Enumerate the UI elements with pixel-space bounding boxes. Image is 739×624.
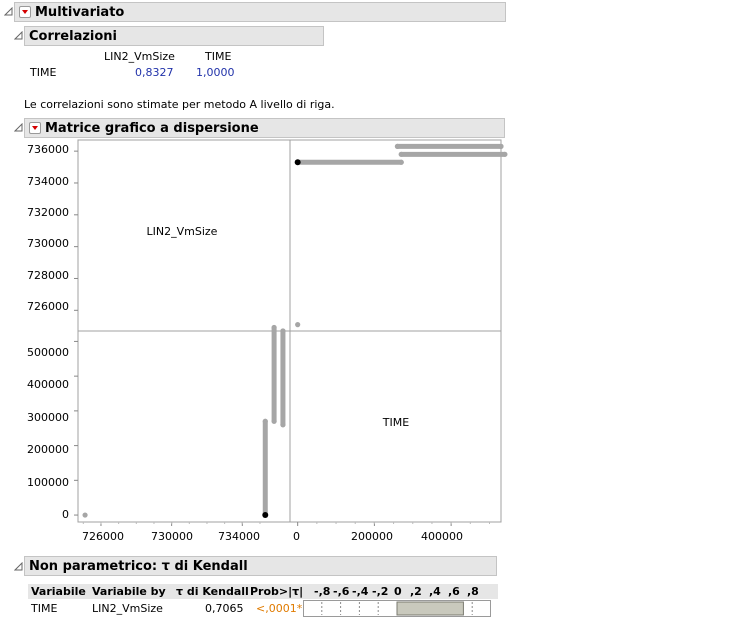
kendall-col-header <box>28 584 498 599</box>
corr-value: 0,8327 <box>135 66 174 79</box>
disclosure-matrix-icon[interactable] <box>13 122 23 132</box>
data-point-top-right <box>394 143 401 149</box>
bar-tick-label: -,8 <box>314 585 331 598</box>
data-point-top-right <box>498 143 504 149</box>
kendall-col-header: τ di Kendall <box>176 585 249 598</box>
red-triangle-menu-icon[interactable] <box>19 6 31 18</box>
tau-bar-chart <box>303 600 491 617</box>
y-tick-label: 734000 <box>27 175 69 188</box>
highlighted-point <box>262 512 269 519</box>
data-point-bottom-left <box>280 422 286 428</box>
bar-tick-label: ,6 <box>448 585 460 598</box>
kendall-tau: 0,7065 <box>205 602 244 615</box>
kendall-title: Non parametrico: τ di Kendall <box>29 559 248 574</box>
kendall-header: Non parametrico: τ di Kendall <box>24 556 497 576</box>
corr-row-label: TIME <box>30 66 57 79</box>
kendall-col-header: Variabile <box>31 585 86 598</box>
bar-tick-label: ,4 <box>429 585 441 598</box>
y-tick-label: 400000 <box>27 378 69 391</box>
corr-value: 1,0000 <box>196 66 235 79</box>
bar-tick-label: -,6 <box>333 585 350 598</box>
x-tick-label: 200000 <box>351 530 393 543</box>
disclosure-kendall-icon[interactable] <box>13 561 23 571</box>
bar-tick-label: 0 <box>394 585 402 598</box>
x-tick-label: 400000 <box>421 530 463 543</box>
y-tick-label: 728000 <box>27 269 69 282</box>
y-tick-label: 736000 <box>27 143 69 156</box>
scatter-matrix-title: Matrice grafico a dispersione <box>45 121 259 136</box>
kendall-col-header: Variabile by <box>92 585 166 598</box>
highlighted-point <box>294 159 301 166</box>
y-tick-label: 200000 <box>27 443 69 456</box>
y-tick-label: 300000 <box>27 411 69 424</box>
bar-tick-label: ,8 <box>467 585 479 598</box>
correlations-note: Le correlazioni sono stimate per metodo … <box>24 98 335 111</box>
tau-bar <box>396 601 464 616</box>
x-tick-label: 734000 <box>218 530 260 543</box>
y-tick-label: 732000 <box>27 206 69 219</box>
data-point-bottom-left <box>271 418 277 424</box>
kendall-prob: <,0001* <box>256 602 303 615</box>
y-tick-label: 0 <box>62 508 69 521</box>
kendall-col-header: Prob>|τ| <box>250 585 304 598</box>
y-tick-label: 500000 <box>27 346 69 359</box>
data-point-top-right <box>295 322 301 328</box>
bar-tick-label: ,2 <box>410 585 422 598</box>
data-point-bottom-left <box>262 418 268 424</box>
multivariate-title: Multivariato <box>35 5 125 20</box>
data-point-top-right <box>502 151 508 157</box>
kendall-variable: TIME <box>31 602 58 615</box>
data-point-top-right <box>398 159 404 165</box>
correlations-title: Correlazioni <box>29 29 118 44</box>
kendall-variable-by: LIN2_VmSize <box>92 602 163 615</box>
scatter-matrix-header: Matrice grafico a dispersione <box>24 118 505 138</box>
diag-label-time: TIME <box>382 416 409 429</box>
bar-tick-label: -,2 <box>372 585 389 598</box>
data-point-bottom-left <box>82 512 88 518</box>
x-tick-label: 726000 <box>82 530 124 543</box>
diag-label-lin2: LIN2_VmSize <box>147 225 218 238</box>
y-tick-label: 726000 <box>27 300 69 313</box>
disclosure-multivariato-icon[interactable] <box>3 6 13 16</box>
x-tick-label: 0 <box>293 530 300 543</box>
data-point-bottom-left <box>280 328 286 334</box>
corr-col-header: LIN2_VmSize <box>104 50 175 63</box>
x-tick-label: 730000 <box>151 530 193 543</box>
y-tick-label: 730000 <box>27 237 69 250</box>
correlations-header: Correlazioni <box>24 26 324 46</box>
data-point-bottom-left <box>271 324 277 331</box>
disclosure-correlazioni-icon[interactable] <box>13 30 23 40</box>
multivariate-header: Multivariato <box>14 2 506 22</box>
y-tick-label: 100000 <box>27 476 69 489</box>
corr-col-header: TIME <box>205 50 232 63</box>
bar-tick-label: -,4 <box>352 585 369 598</box>
data-point-top-right <box>398 151 404 157</box>
red-triangle-menu-icon[interactable] <box>29 122 41 134</box>
